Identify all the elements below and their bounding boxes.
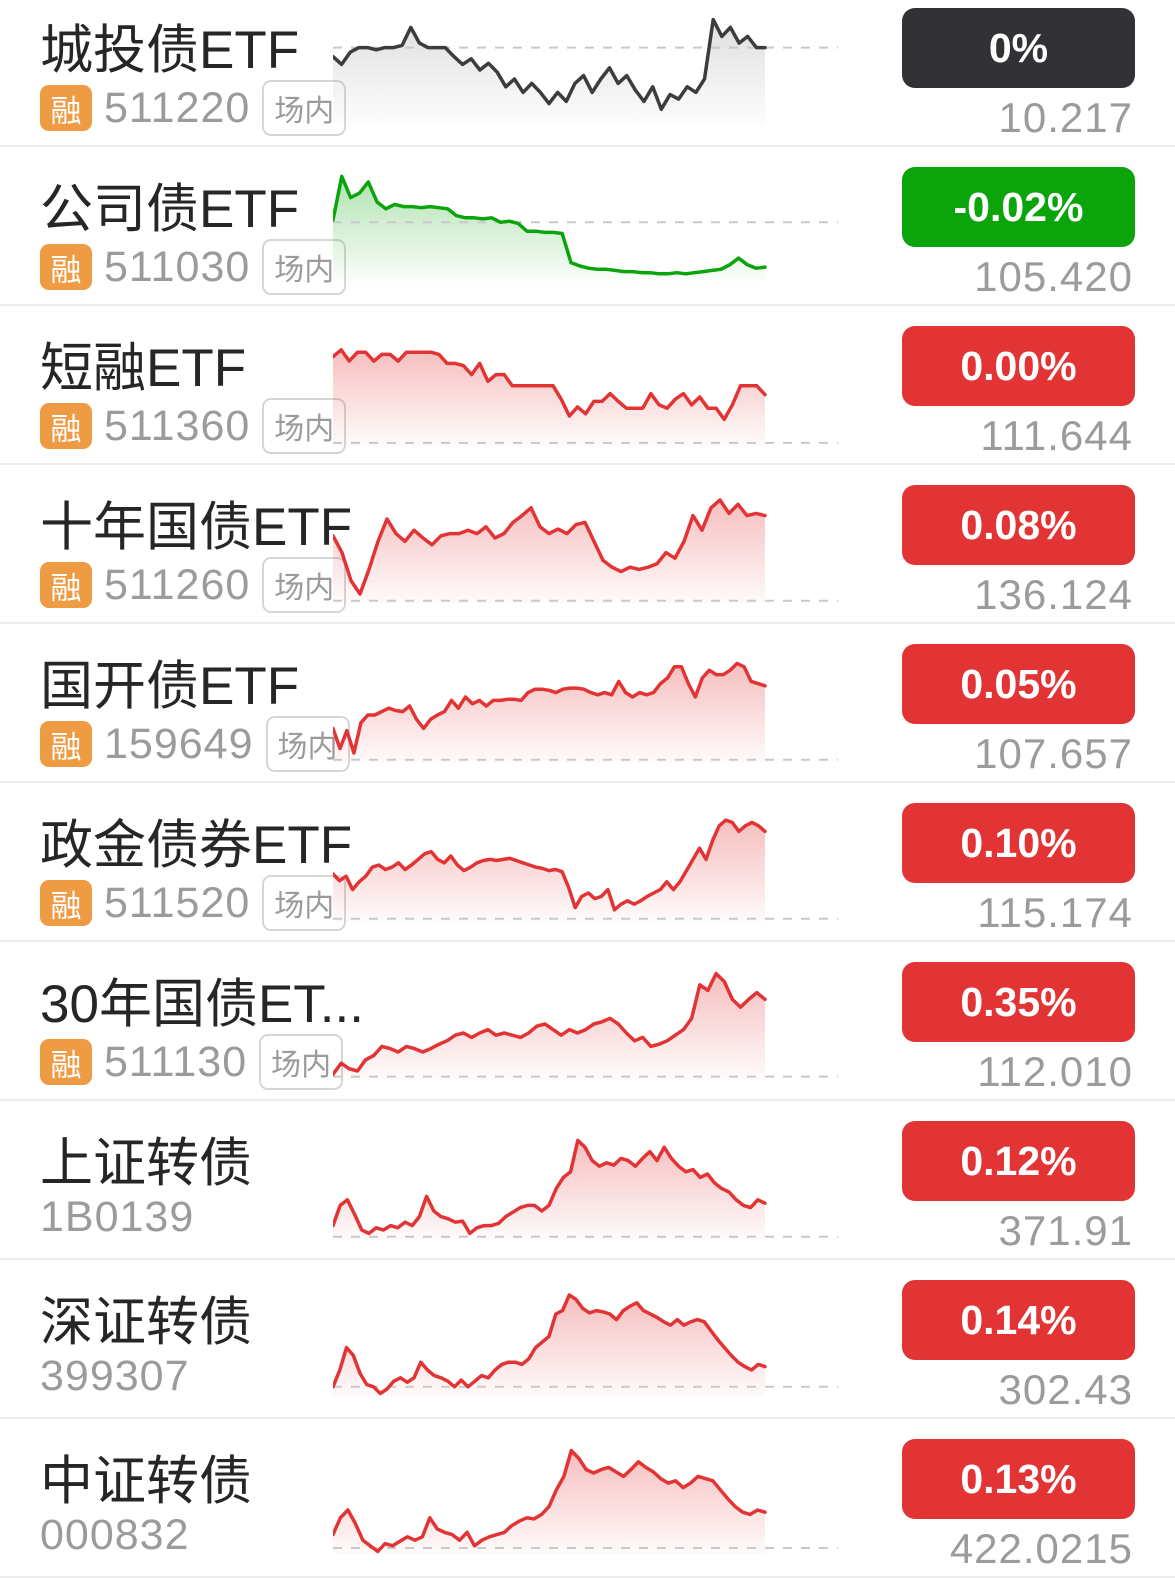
- change-percent-button[interactable]: -0.02%: [902, 167, 1135, 247]
- instrument-meta: 融 511260 场内: [40, 557, 347, 613]
- instrument-name: 公司债ETF: [40, 180, 300, 239]
- change-percent-button[interactable]: 0.12%: [902, 1121, 1135, 1201]
- instrument-name: 短融ETF: [40, 339, 247, 398]
- instrument-name: 深证转债: [40, 1293, 252, 1352]
- instrument-meta: 融 511130 场内: [40, 1034, 344, 1090]
- sparkline-chart: [333, 971, 838, 1080]
- instrument-name: 城投债ETF: [40, 21, 300, 80]
- last-price: 302.43: [998, 1366, 1133, 1413]
- last-price: 371.91: [998, 1207, 1133, 1254]
- change-percent-button[interactable]: 0%: [902, 8, 1135, 88]
- instrument-meta: 融 511220 场内: [40, 80, 347, 136]
- instrument-name: 政金债券ETF: [40, 816, 353, 875]
- sparkline-chart: [333, 498, 838, 604]
- list-item[interactable]: 短融ETF 融 511360 场内 0.00% 111.644: [0, 306, 1175, 465]
- margin-badge: 融: [40, 880, 92, 926]
- instrument-code: 511360: [104, 401, 251, 450]
- sparkline-chart: [333, 174, 838, 282]
- instrument-meta: 000832: [40, 1511, 202, 1560]
- list-item[interactable]: 公司债ETF 融 511030 场内 -0.02% 105.420: [0, 147, 1175, 306]
- market-tag: 场内: [262, 398, 347, 454]
- last-price: 105.420: [974, 253, 1133, 300]
- list-item[interactable]: 中证转债 000832 0.13% 422.0215: [0, 1419, 1175, 1578]
- sparkline-chart: [333, 1293, 838, 1397]
- change-percent-button[interactable]: 0.10%: [902, 803, 1135, 883]
- margin-badge: 融: [40, 562, 92, 608]
- change-percent-button[interactable]: 0.13%: [902, 1439, 1135, 1519]
- change-percent-button[interactable]: 0.08%: [902, 485, 1135, 565]
- last-price: 115.174: [977, 889, 1133, 936]
- sparkline-chart: [333, 661, 838, 763]
- last-price: 10.217: [998, 94, 1133, 141]
- instrument-code: 159649: [104, 719, 254, 768]
- margin-badge: 融: [40, 244, 92, 290]
- instrument-meta: 399307: [40, 1352, 202, 1401]
- change-percent-button[interactable]: 0.05%: [902, 644, 1135, 724]
- margin-badge: 融: [40, 721, 92, 767]
- list-item[interactable]: 政金债券ETF 融 511520 场内 0.10% 115.174: [0, 783, 1175, 942]
- instrument-name: 上证转债: [40, 1134, 252, 1193]
- list-item[interactable]: 30年国债ET... 融 511130 场内 0.35% 112.010: [0, 942, 1175, 1101]
- last-price: 107.657: [974, 730, 1133, 777]
- sparkline-chart: [333, 17, 838, 125]
- sparkline-chart: [333, 818, 838, 922]
- list-item[interactable]: 上证转债 1B0139 0.12% 371.91: [0, 1101, 1175, 1260]
- market-tag: 场内: [262, 557, 347, 613]
- instrument-meta: 融 511520 场内: [40, 875, 347, 931]
- instrument-meta: 融 159649 场内: [40, 716, 350, 772]
- instrument-name: 30年国债ET...: [40, 975, 364, 1034]
- last-price: 111.644: [980, 412, 1133, 459]
- list-item[interactable]: 国开债ETF 融 159649 场内 0.05% 107.657: [0, 624, 1175, 783]
- market-tag: 场内: [259, 1034, 344, 1090]
- sparkline-chart: [333, 1138, 838, 1240]
- instrument-name: 国开债ETF: [40, 657, 300, 716]
- instrument-meta: 1B0139: [40, 1193, 206, 1242]
- instrument-code: 511030: [104, 242, 251, 291]
- instrument-meta: 融 511360 场内: [40, 398, 347, 454]
- change-percent-button[interactable]: 0.14%: [902, 1280, 1135, 1360]
- instrument-code: 511220: [104, 83, 251, 132]
- list-item[interactable]: 深证转债 399307 0.14% 302.43: [0, 1260, 1175, 1419]
- last-price: 422.0215: [949, 1525, 1133, 1572]
- list-item[interactable]: 城投债ETF 融 511220 场内 0% 10.217: [0, 0, 1175, 147]
- list-item[interactable]: 十年国债ETF 融 511260 场内 0.08% 136.124: [0, 465, 1175, 624]
- change-percent-button[interactable]: 0.00%: [902, 326, 1135, 406]
- instrument-code: 1B0139: [40, 1193, 195, 1241]
- last-price: 136.124: [974, 571, 1133, 618]
- instrument-code: 000832: [40, 1511, 190, 1559]
- instrument-name: 中证转债: [40, 1452, 252, 1511]
- margin-badge: 融: [40, 403, 92, 449]
- instrument-name: 十年国债ETF: [40, 498, 353, 557]
- instrument-code: 399307: [40, 1352, 190, 1400]
- margin-badge: 融: [40, 1039, 92, 1085]
- sparkline-chart: [333, 1448, 838, 1555]
- last-price: 112.010: [977, 1048, 1133, 1095]
- change-percent-button[interactable]: 0.35%: [902, 962, 1135, 1042]
- instrument-meta: 融 511030 场内: [40, 239, 347, 295]
- instrument-code: 511520: [104, 878, 251, 927]
- instrument-code: 511260: [104, 560, 251, 609]
- market-tag: 场内: [262, 80, 347, 136]
- instrument-code: 511130: [104, 1037, 248, 1086]
- margin-badge: 融: [40, 85, 92, 131]
- sparkline-chart: [333, 348, 838, 446]
